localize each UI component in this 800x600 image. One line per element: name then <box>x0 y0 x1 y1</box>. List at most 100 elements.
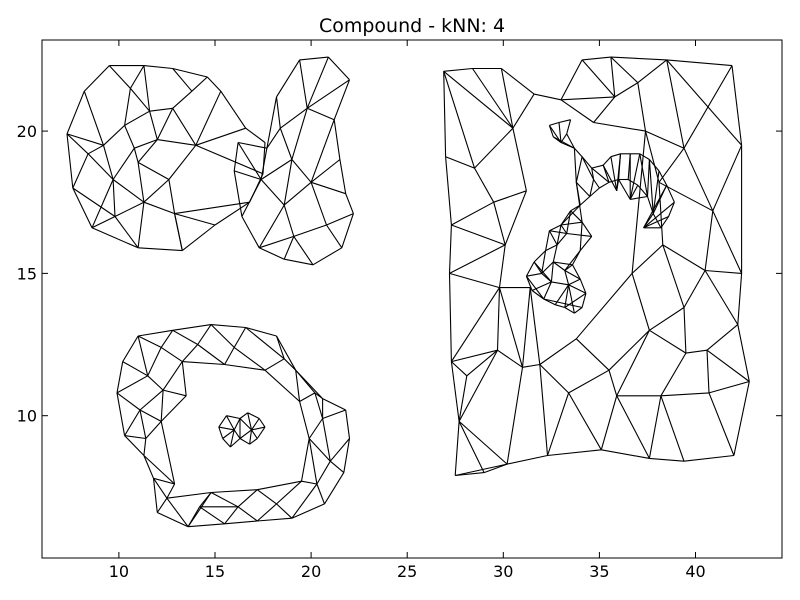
graph-edge <box>239 438 250 445</box>
graph-edge <box>450 287 500 362</box>
graph-edge <box>579 236 593 251</box>
graph-edge <box>631 131 647 274</box>
graph-edge <box>172 108 197 146</box>
graph-edge <box>575 273 633 340</box>
graph-edge <box>276 503 293 519</box>
graph-edge <box>152 478 158 513</box>
graph-edge <box>174 213 216 226</box>
graph-edge <box>66 133 89 155</box>
graph-edge <box>326 224 343 249</box>
graph-edge <box>251 426 266 431</box>
graph-edge <box>122 361 148 377</box>
graph-edge <box>237 142 262 180</box>
graph-edge <box>610 56 639 84</box>
graph-edge <box>316 483 326 505</box>
graph-edge <box>314 392 324 419</box>
graph-edge <box>512 93 535 129</box>
graph-edge <box>166 483 176 499</box>
graph-edge <box>649 307 685 331</box>
x-tick-label: 15 <box>205 562 225 581</box>
graph-edge <box>284 258 314 266</box>
graph-edge <box>199 492 212 508</box>
graph-edge <box>308 418 324 439</box>
graph-edge <box>706 350 710 393</box>
graph-edge <box>591 168 595 180</box>
graph-edge <box>112 147 135 180</box>
graph-edge <box>339 159 347 194</box>
graph-edge <box>116 392 126 436</box>
graph-edge <box>599 181 610 189</box>
graph-edge <box>660 352 687 397</box>
graph-edge <box>299 56 329 61</box>
graph-edge <box>660 395 685 462</box>
graph-edge <box>451 349 498 363</box>
graph-edge <box>660 392 710 397</box>
graph-edge <box>137 335 149 376</box>
graph-edge <box>564 270 570 285</box>
graph-edge <box>166 491 212 499</box>
graph-edge <box>153 477 175 485</box>
graph-edge <box>308 438 318 485</box>
graph-edge <box>575 156 583 183</box>
graph-edge <box>493 190 527 203</box>
graph-edge <box>539 338 577 365</box>
graph-edge <box>258 204 285 249</box>
graph-edge <box>496 287 501 351</box>
graph-edge <box>256 426 266 439</box>
graph-edge <box>83 91 105 146</box>
graph-edge <box>324 472 345 505</box>
graph-edge <box>114 216 139 249</box>
graph-edge <box>345 193 354 214</box>
graph-edge <box>195 90 222 146</box>
graph-edge <box>568 284 587 294</box>
graph-edge <box>181 361 187 396</box>
graph-edge <box>211 489 258 494</box>
graph-edge <box>589 179 595 197</box>
graph-edge <box>546 392 570 456</box>
graph-edge <box>181 224 216 252</box>
graph-edge <box>706 324 739 351</box>
graph-edge <box>229 429 235 448</box>
graph-edge <box>683 307 687 354</box>
graph-edge <box>237 489 258 508</box>
graph-edge <box>137 161 170 180</box>
graph-edge <box>314 392 323 400</box>
graph-edge <box>233 142 239 171</box>
graph-edge <box>257 517 292 522</box>
graph-edge <box>566 232 592 237</box>
graph-edge <box>581 156 593 169</box>
graph-edge <box>108 65 131 89</box>
graph-edge <box>114 201 145 217</box>
graph-edge <box>116 375 148 394</box>
graph-edge <box>66 133 104 146</box>
graph-edge <box>260 179 285 206</box>
graph-edge <box>593 96 616 123</box>
graph-edge <box>133 148 139 163</box>
graph-edge <box>662 244 706 271</box>
graph-edge <box>195 144 264 175</box>
graph-edge <box>241 179 262 217</box>
graph-edge <box>639 153 650 160</box>
graph-edge <box>233 170 243 217</box>
graph-edge <box>666 184 675 203</box>
graph-edge <box>181 344 199 362</box>
graph-edge <box>704 270 739 325</box>
graph-edge <box>239 429 252 439</box>
graph-edge <box>251 418 260 431</box>
graph-edge <box>564 270 581 280</box>
graph-edge <box>658 170 668 186</box>
graph-edge <box>458 420 508 465</box>
graph-edge <box>637 82 647 132</box>
graph-edge <box>322 409 346 420</box>
graph-edge <box>552 261 566 271</box>
graph-edge <box>712 210 743 274</box>
graph-edge <box>124 125 135 149</box>
cluster-2 <box>233 56 354 266</box>
plot-frame <box>41 39 783 559</box>
x-tick-label: 35 <box>589 562 609 581</box>
graph-edge <box>143 455 175 485</box>
graph-edge <box>266 127 281 149</box>
graph-edge <box>683 454 734 462</box>
x-tick-label: 25 <box>397 562 417 581</box>
